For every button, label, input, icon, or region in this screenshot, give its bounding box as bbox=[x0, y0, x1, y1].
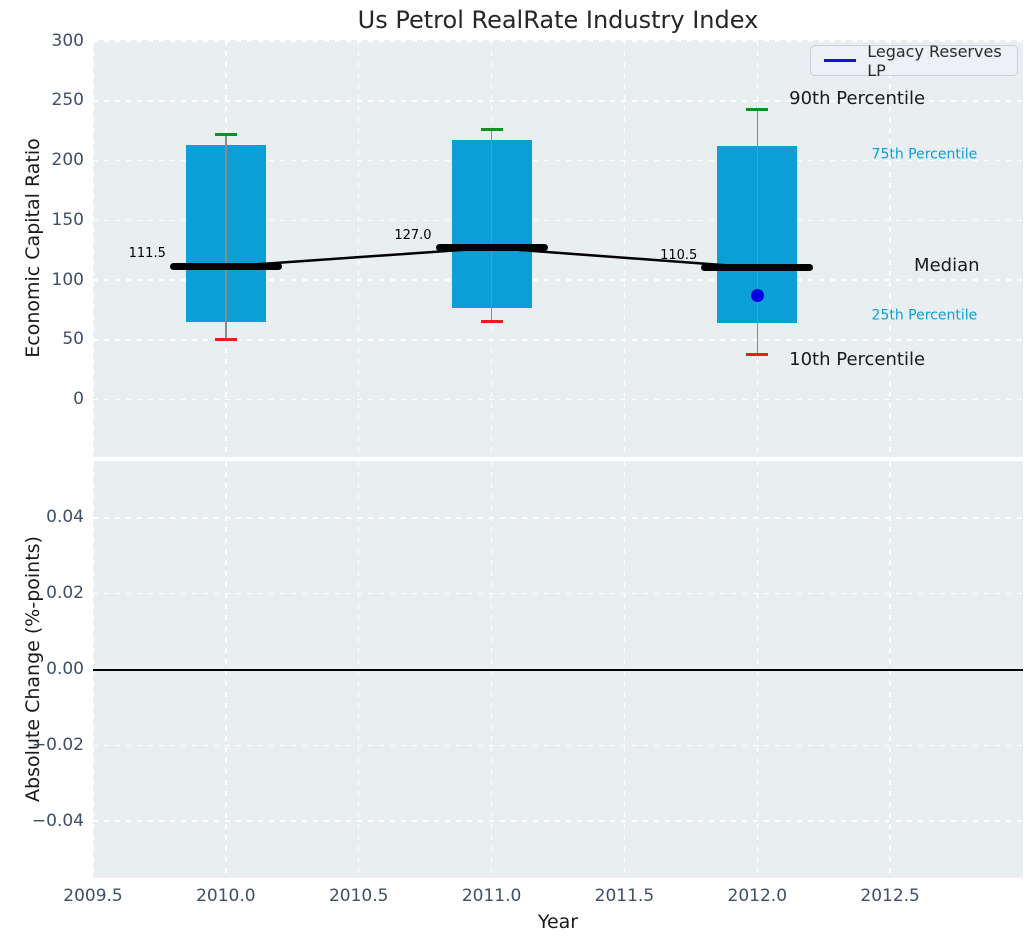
bottom-y-tick-label: −0.02 bbox=[31, 734, 84, 755]
x-tick-label: 2010.5 bbox=[328, 886, 389, 906]
legend-label: Legacy Reserves LP bbox=[867, 41, 1002, 80]
grid-line-x bbox=[358, 40, 360, 457]
annotation-25th-percentile: 25th Percentile bbox=[871, 307, 978, 324]
top-plot-area: 111.5 127.0 110.5 90th Percentile 75th Perce… bbox=[92, 40, 1023, 457]
grid-line-y bbox=[93, 592, 1023, 595]
p10-cap-2011 bbox=[480, 320, 503, 324]
bottom-y-tick-label: 0.02 bbox=[46, 583, 84, 604]
grid-line-x bbox=[623, 40, 626, 457]
grid-line-y bbox=[93, 159, 1023, 162]
median-segment-2012 bbox=[701, 264, 814, 272]
x-tick-label: 2012.5 bbox=[860, 886, 920, 906]
annotation-75th-percentile: 75th Percentile bbox=[871, 146, 978, 163]
annotation-90th-percentile: 90th Percentile bbox=[789, 87, 926, 109]
x-tick-label: 2009.5 bbox=[63, 886, 123, 906]
top-y-tick-label: 100 bbox=[51, 269, 84, 290]
company-point bbox=[750, 289, 764, 303]
top-y-tick-label: 250 bbox=[51, 90, 84, 111]
zero-change-line bbox=[93, 668, 1023, 671]
whisker-2011 bbox=[490, 129, 493, 322]
grid-line-x bbox=[889, 40, 891, 457]
grid-line-y bbox=[93, 100, 1023, 102]
x-axis-label: Year bbox=[537, 911, 579, 933]
grid-line-x bbox=[92, 40, 94, 457]
grid-line-y bbox=[93, 398, 1023, 401]
median-value-2010: 111.5 bbox=[128, 246, 166, 262]
grid-line-y bbox=[93, 744, 1023, 746]
top-y-tick-label: 300 bbox=[51, 30, 84, 51]
bottom-y-tick-label: 0.00 bbox=[46, 659, 84, 679]
grid-line-y bbox=[93, 339, 1023, 341]
top-y-tick-label: 0 bbox=[73, 389, 84, 410]
whisker-2010 bbox=[225, 134, 227, 340]
median-segment-2011 bbox=[435, 244, 548, 252]
x-tick-label: 2012.0 bbox=[727, 886, 788, 906]
grid-line-y bbox=[93, 820, 1023, 822]
top-y-tick-label: 50 bbox=[62, 329, 84, 350]
bottom-y-tick-label: 0.04 bbox=[46, 507, 84, 528]
grid-line-y bbox=[93, 40, 1023, 42]
legend: Legacy Reserves LP bbox=[810, 42, 1018, 80]
chart-title: Us Petrol RealRate Industry Index bbox=[357, 6, 759, 34]
x-tick-label: 2011.5 bbox=[594, 886, 655, 906]
grid-line-y bbox=[93, 219, 1023, 222]
median-value-2011: 127.0 bbox=[394, 227, 432, 243]
top-y-axis-label: Economic Capital Ratio bbox=[22, 138, 44, 358]
median-segment-2010 bbox=[169, 262, 282, 270]
bottom-plot-area bbox=[92, 461, 1023, 878]
p90-cap-2012 bbox=[746, 107, 769, 111]
whisker-2012 bbox=[756, 109, 759, 355]
median-value-2012: 110.5 bbox=[660, 247, 698, 263]
x-tick-label: 2010.0 bbox=[196, 886, 256, 906]
annotation-median: Median bbox=[914, 255, 980, 277]
legend-line-icon bbox=[824, 59, 857, 62]
grid-line-y bbox=[93, 279, 1023, 281]
p10-cap-2010 bbox=[214, 338, 237, 342]
grid-line-y bbox=[93, 517, 1023, 519]
x-tick-label: 2011.0 bbox=[461, 886, 522, 906]
top-y-tick-label: 200 bbox=[51, 150, 84, 171]
top-y-tick-label: 150 bbox=[51, 209, 84, 230]
p90-cap-2010 bbox=[214, 132, 237, 136]
annotation-10th-percentile: 10th Percentile bbox=[789, 349, 926, 371]
p90-cap-2011 bbox=[480, 128, 503, 132]
bottom-y-tick-label: −0.04 bbox=[31, 810, 84, 831]
p10-cap-2012 bbox=[746, 352, 769, 356]
